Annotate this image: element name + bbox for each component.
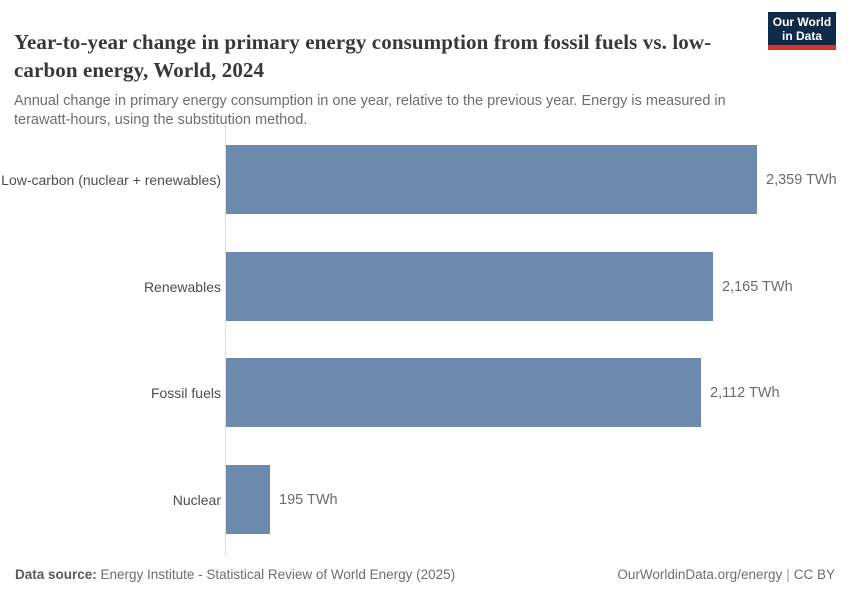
- bar[interactable]: [226, 465, 270, 534]
- data-source-value: Energy Institute - Statistical Review of…: [96, 567, 456, 582]
- license-label: CC BY: [793, 567, 835, 582]
- bar-row: Nuclear 195 TWh: [0, 465, 850, 534]
- owid-energy-link[interactable]: OurWorldinData.org/energy: [617, 567, 783, 582]
- owid-logo-line1: Our World: [772, 14, 832, 29]
- owid-logo-line2: in Data: [781, 28, 822, 43]
- value-label: 195 TWh: [279, 491, 338, 508]
- bar-row: Low-carbon (nuclear + renewables) 2,359 T…: [0, 145, 850, 214]
- chart-footer: Data source: Energy Institute - Statisti…: [15, 567, 835, 582]
- y-axis-line: [225, 125, 226, 556]
- chart-title: Year-to-year change in primary energy co…: [14, 30, 712, 83]
- bar[interactable]: [226, 145, 757, 214]
- footer-right: OurWorldinData.org/energy | CC BY: [617, 567, 835, 582]
- bar-row: Fossil fuels 2,112 TWh: [0, 358, 850, 427]
- bar-row: Renewables 2,165 TWh: [0, 252, 850, 321]
- footer-separator: |: [786, 567, 790, 582]
- bar[interactable]: [226, 252, 713, 321]
- value-label: 2,165 TWh: [722, 278, 793, 295]
- owid-logo[interactable]: Our World in Data: [768, 12, 836, 50]
- category-label: Low-carbon (nuclear + renewables): [1, 171, 221, 188]
- data-source: Data source: Energy Institute - Statisti…: [15, 567, 455, 582]
- chart-subtitle: Annual change in primary energy consumpt…: [14, 92, 726, 128]
- bar[interactable]: [226, 358, 701, 427]
- data-source-label: Data source:: [15, 567, 97, 582]
- value-label: 2,112 TWh: [710, 384, 780, 401]
- value-label: 2,359 TWh: [766, 171, 837, 188]
- category-label: Nuclear: [172, 491, 221, 508]
- category-label: Fossil fuels: [150, 384, 221, 401]
- category-label: Renewables: [143, 278, 221, 295]
